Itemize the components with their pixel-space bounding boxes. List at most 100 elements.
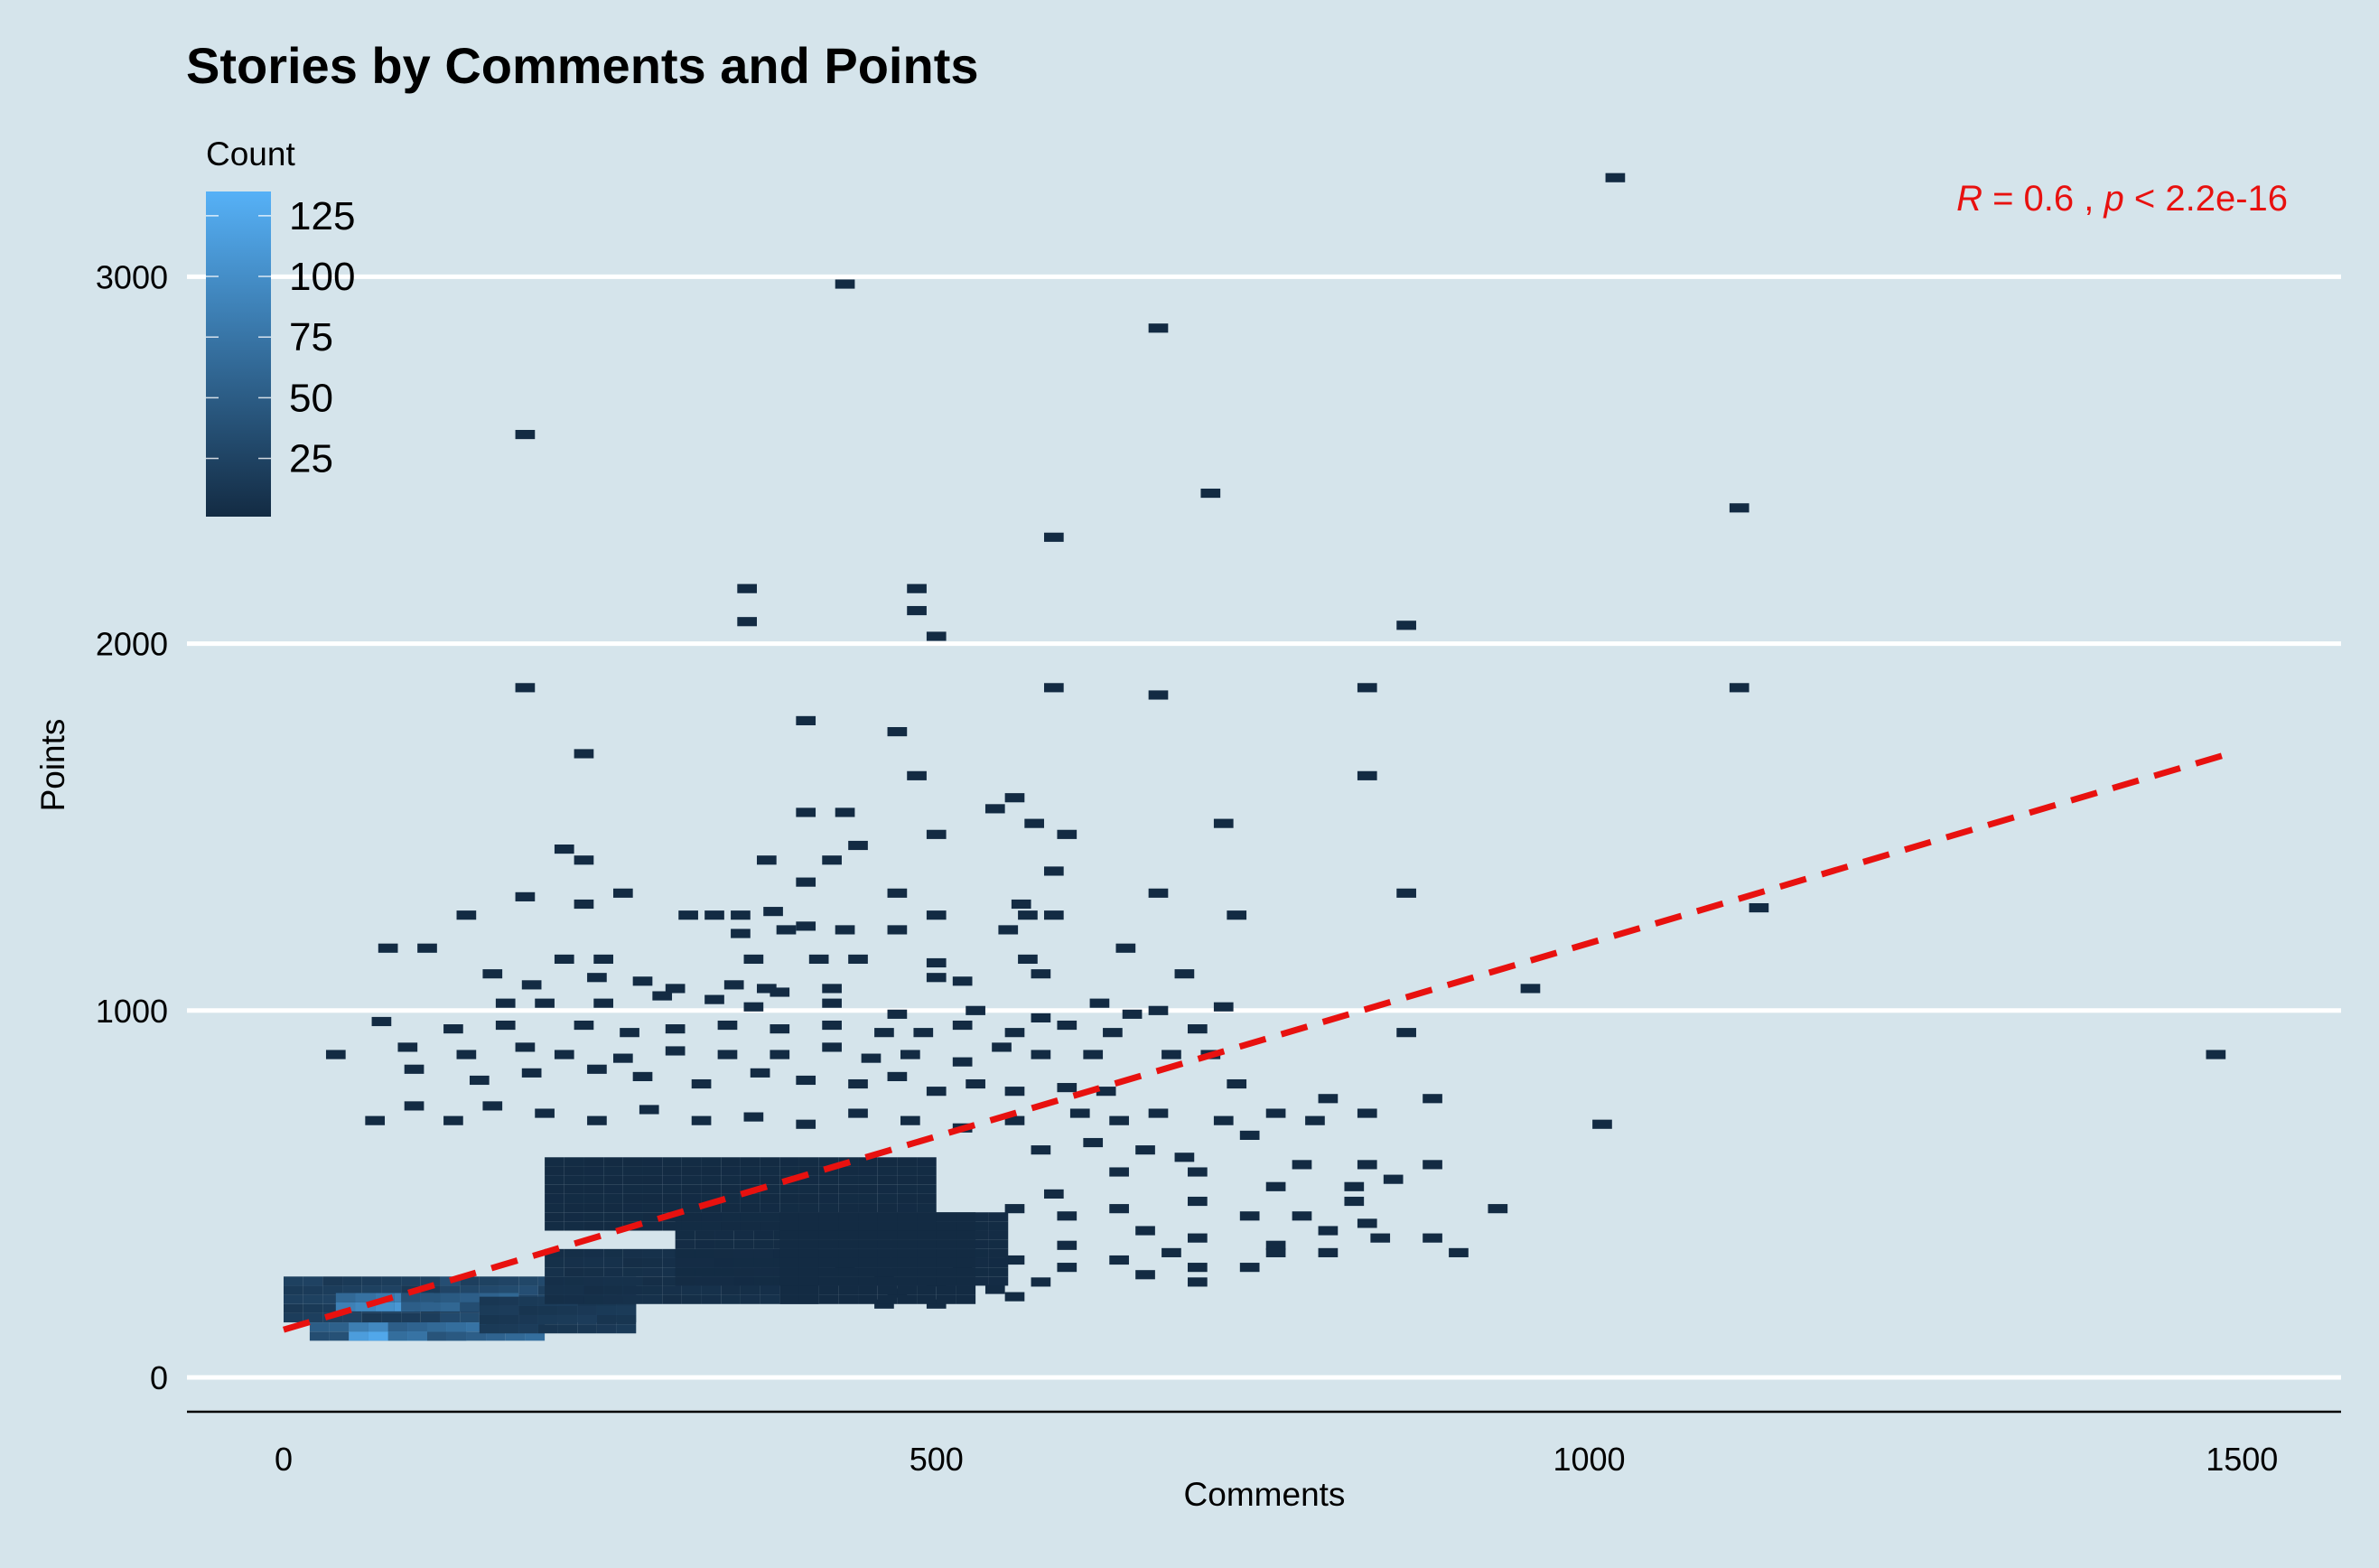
heatmap-bin-66 [593, 954, 613, 965]
heatmap-bin-dense-9-230-300 [583, 1257, 604, 1268]
heatmap-bin-dense-13-395-300 [798, 1257, 819, 1268]
heatmap-bin-dense-12-290-475 [662, 1193, 682, 1204]
heatmap-bin-dense-7-135-205 [460, 1293, 480, 1302]
heatmap-bin-dense-9-290-275 [662, 1267, 682, 1277]
heatmap-bin-119 [515, 1042, 536, 1052]
heatmap-bin-dense-5-180-250 [518, 1276, 538, 1286]
heatmap-bin-dense-4-30-200 [322, 1294, 343, 1304]
heatmap-bin-dense-9-215-250 [564, 1276, 584, 1286]
heatmap-bin-192 [1292, 1211, 1312, 1221]
heatmap-bin-120 [554, 1050, 574, 1059]
heatmap-bin-dense-4-75-150 [381, 1312, 402, 1323]
heatmap-bin-dense-12-395-525 [798, 1175, 819, 1185]
heatmap-bin-67 [743, 954, 764, 965]
heatmap-bin-dense-12-470-475 [897, 1193, 918, 1204]
heatmap-bin-dense-12-485-450 [917, 1203, 937, 1213]
heatmap-bin-dense-12-335-500 [721, 1184, 741, 1194]
heatmap-bin-6 [1044, 532, 1064, 542]
heatmap-bin-dense-3-110-125 [427, 1322, 447, 1332]
heatmap-bin-dense-12-260-425 [622, 1212, 643, 1222]
heatmap-bin-dense-3-110-100 [427, 1331, 447, 1341]
heatmap-bin-dense-13-455-350 [877, 1239, 898, 1249]
heatmap-bin-dense-3-80-100 [387, 1331, 408, 1341]
heatmap-bin-dense-9-275-225 [642, 1285, 663, 1295]
heatmap-bin-dense-6-70-180 [375, 1302, 395, 1311]
heatmap-bin-148 [1057, 1083, 1078, 1093]
heatmap-bin-dense-12-305-525 [681, 1175, 702, 1185]
heatmap-bin-dense-13-410-275 [818, 1267, 839, 1277]
heatmap-bin-dense-12-245-475 [603, 1193, 623, 1204]
heatmap-bin-12 [1396, 621, 1416, 630]
heatmap-bin-146 [966, 1078, 985, 1089]
heatmap-bin-90 [822, 998, 842, 1008]
heatmap-bin-dense-12-335-425 [721, 1212, 741, 1222]
heatmap-bin-dense-13-500-375 [936, 1230, 956, 1240]
heatmap-bin-79 [756, 984, 777, 994]
heatmap-bin-dense-1-20-100 [309, 1331, 330, 1341]
heatmap-bin-100 [443, 1024, 463, 1034]
heatmap-bin-dense-13-395-325 [798, 1248, 819, 1258]
heatmap-bin-dense-8-180-120 [518, 1324, 538, 1334]
heatmap-bin-dense-8-165-145 [499, 1314, 519, 1325]
heatmap-bin-141 [750, 1068, 770, 1078]
heatmap-bin-dense-13-380-225 [779, 1285, 799, 1295]
heatmap-bin-204 [1188, 1263, 1208, 1273]
heatmap-bin-dense-13-440-200 [858, 1294, 878, 1304]
heatmap-bin-dense-12-215-425 [564, 1212, 584, 1222]
heatmap-bin-dense-12-245-525 [603, 1175, 623, 1185]
heatmap-bin-dense-12-425-525 [838, 1175, 859, 1185]
heatmap-bin-77 [665, 984, 686, 994]
heatmap-bin-4 [1200, 488, 1221, 499]
heatmap-bin-dense-13-470-275 [897, 1267, 918, 1277]
heatmap-bin-dense-1-35-100 [329, 1331, 350, 1341]
heatmap-bin-22 [1357, 770, 1377, 780]
heatmap-bin-91 [887, 1009, 908, 1019]
heatmap-bin-dense-4-45-225 [342, 1285, 362, 1295]
heatmap-bin-129 [992, 1042, 1012, 1052]
heatmap-bin-dense-12-440-500 [858, 1184, 878, 1194]
heatmap-bin-1 [835, 279, 855, 289]
heatmap-bin-dense-4-15-250 [303, 1276, 323, 1286]
heatmap-bin-dense-11-315-300 [695, 1257, 715, 1268]
heatmap-bin-dense-8-225-120 [577, 1324, 597, 1334]
heatmap-bin-dense-13-425-375 [838, 1230, 859, 1240]
y-tick-label-3000: 3000 [96, 258, 168, 295]
heatmap-bin-82 [926, 973, 947, 983]
heatmap-bin-dense-8-150-170 [479, 1305, 499, 1315]
heatmap-bin-dense-3-155-100 [486, 1331, 506, 1341]
heatmap-bin-dense-11-300-375 [675, 1230, 695, 1240]
heatmap-bin-177 [1174, 1153, 1195, 1162]
heatmap-bin-dense-11-525-275 [968, 1267, 989, 1277]
heatmap-bin-dense-7-90-180 [401, 1302, 421, 1311]
heatmap-bin-dense-12-200-525 [545, 1175, 564, 1185]
heatmap-bin-dense-9-305-200 [681, 1294, 702, 1304]
heatmap-bin-dense-12-425-550 [838, 1166, 859, 1176]
heatmap-bin-dense-13-380-425 [779, 1212, 799, 1222]
heatmap-bin-123 [717, 1050, 738, 1059]
heatmap-bin-132 [1162, 1050, 1181, 1059]
heatmap-bin-dense-11-315-325 [695, 1248, 715, 1258]
heatmap-bin-dense-12-230-575 [583, 1157, 604, 1167]
heatmap-bin-dense-12-440-575 [858, 1157, 878, 1167]
heatmap-bin-34 [822, 855, 842, 865]
heatmap-bin-130 [1031, 1050, 1051, 1059]
heatmap-bin-dense-13-440-300 [858, 1257, 878, 1268]
heatmap-bin-dense-13-485-325 [917, 1248, 937, 1258]
heatmap-bin-dense-11-540-325 [988, 1248, 1009, 1258]
heatmap-bin-138 [587, 1064, 607, 1074]
heatmap-bin-156 [587, 1115, 607, 1125]
heatmap-bin-dense-9-320-225 [701, 1285, 722, 1295]
heatmap-bin-dense-12-230-500 [583, 1184, 604, 1194]
heatmap-bin-dense-12-365-450 [760, 1203, 780, 1213]
heatmap-bin-dense-12-290-400 [662, 1221, 682, 1231]
x-tick-labels: 0 500 1000 1500 [275, 1441, 2278, 1478]
heatmap-bin-152 [404, 1101, 424, 1111]
heatmap-bin-103 [620, 1028, 639, 1038]
heatmap-bin-dense-4-15-225 [303, 1285, 323, 1295]
heatmap-bin-200 [1318, 1226, 1339, 1236]
heatmap-bin-44 [574, 899, 594, 910]
heatmap-bin-dense-8-150-145 [479, 1314, 499, 1325]
heatmap-bin-dense-12-290-575 [662, 1157, 682, 1167]
heatmap-bin-dense-8-255-145 [616, 1314, 637, 1325]
heatmap-bin-dense-12-455-475 [877, 1193, 898, 1204]
